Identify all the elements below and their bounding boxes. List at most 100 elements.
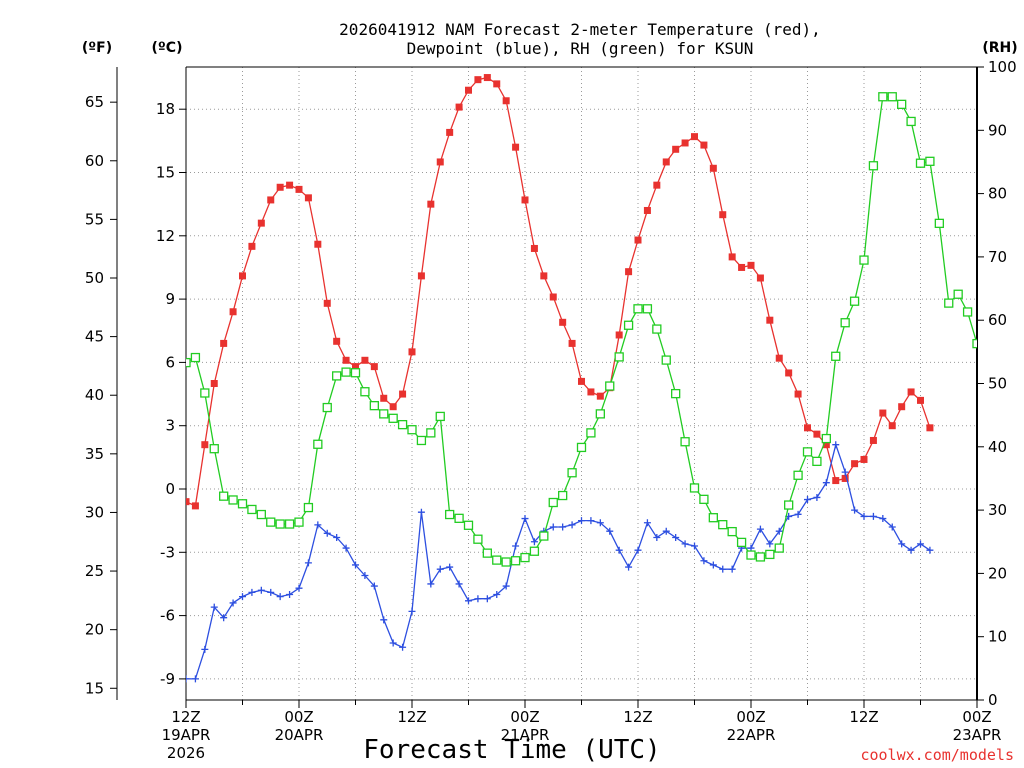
temperature-point (314, 240, 322, 248)
rh-point (219, 491, 229, 501)
dewpoint-point (587, 517, 595, 525)
temperature-point (832, 477, 840, 485)
rh-point (266, 517, 276, 527)
x-tick-label: 21APR (501, 726, 550, 744)
fahrenheit-tick-label: 55 (85, 210, 104, 228)
dewpoint-point (615, 546, 623, 554)
rh-point (520, 552, 530, 563)
dewpoint-point (361, 572, 369, 580)
dewpoint-point (625, 563, 633, 571)
dewpoint-point (596, 519, 604, 527)
temperature-point (186, 498, 190, 506)
dewpoint-point (408, 607, 416, 615)
temperature-point (851, 460, 859, 468)
dewpoint-point (465, 597, 472, 605)
dewpoint-point (700, 557, 708, 565)
rh-point (972, 338, 977, 349)
rh-point (237, 499, 248, 509)
temperature-point (201, 441, 209, 449)
temperature-point (860, 455, 868, 463)
temperature-point (286, 181, 294, 189)
temperature-point (474, 76, 482, 84)
rh-point (445, 509, 455, 520)
dewpoint-point (455, 580, 463, 588)
dewpoint-point (794, 510, 802, 518)
dewpoint-point (907, 546, 915, 554)
rh-point (186, 357, 191, 368)
x-tick-label: 12Z (171, 708, 200, 726)
temperature-point (841, 474, 849, 482)
dewpoint-point (446, 563, 454, 571)
fahrenheit-tick-label: 45 (85, 328, 104, 346)
rh-point (887, 92, 897, 102)
rh-point (294, 517, 304, 527)
dewpoint-point (267, 588, 275, 596)
dewpoint-point (427, 580, 435, 588)
rh-point (576, 442, 587, 453)
dewpoint-point (681, 540, 689, 548)
series-rh (186, 92, 977, 567)
dewpoint-point (869, 512, 877, 520)
celsius-tick-label: -3 (160, 543, 175, 561)
credit-text: coolwx.com/models (860, 746, 1014, 764)
temperature-point (756, 274, 764, 282)
x-tick-label: 00Z (284, 708, 313, 726)
rh-point (529, 546, 540, 556)
dewpoint-point (342, 544, 350, 552)
rh-point (190, 352, 201, 363)
dewpoint-point (775, 527, 783, 535)
rh-point (605, 381, 615, 391)
x-tick-label: 00Z (736, 708, 765, 726)
rh-point (595, 409, 605, 419)
temperature-point (653, 181, 661, 189)
rh-point (567, 468, 577, 478)
temperature-point (530, 244, 538, 252)
rh-point (736, 537, 747, 548)
celsius-tick-label: 18 (156, 100, 175, 118)
rh-point (727, 526, 737, 537)
rh-tick-label: 50 (988, 375, 1007, 393)
temperature-point (775, 354, 783, 362)
temperature-point (691, 133, 698, 141)
rh-point (388, 413, 398, 423)
series-dewpoint (186, 441, 934, 683)
dewpoint-point (352, 561, 359, 569)
x-tick-label: 12Z (849, 708, 878, 726)
rh-point (256, 509, 266, 520)
temperature-point (578, 377, 585, 385)
temperature-point (794, 390, 802, 398)
rh-point (849, 296, 860, 306)
fahrenheit-tick-label: 50 (85, 269, 104, 287)
celsius-tick-label: 6 (165, 353, 175, 371)
dewpoint-point (370, 582, 378, 590)
dewpoint-point (191, 675, 199, 683)
rh-point (821, 433, 831, 444)
fahrenheit-axis-unit: (ºF) (82, 40, 112, 56)
temperature-point (888, 422, 896, 430)
temperature-point (521, 196, 529, 204)
rh-point (350, 368, 361, 378)
rh-point (812, 456, 822, 467)
rh-point (435, 411, 445, 422)
temperature-point (587, 388, 595, 396)
celsius-tick-label: -9 (160, 670, 175, 688)
rh-tick-label: 80 (988, 185, 1007, 203)
rh-point (416, 435, 427, 446)
rh-point (925, 156, 935, 166)
temperature-line (186, 76, 931, 507)
dewpoint-point (851, 506, 859, 514)
rh-point (454, 513, 464, 523)
temperature-point (512, 143, 520, 151)
dewpoint-point (276, 593, 284, 601)
temperature-point (483, 74, 491, 82)
dewpoint-point (804, 496, 811, 504)
axis-ticks: 15 20 25 30 35 40 45 50 55 60 65 -9 -6 -3 0 3 6 9 12 15 18 0 1… (85, 58, 1017, 762)
rh-tick-label: 10 (988, 628, 1007, 646)
rh-point (623, 320, 634, 330)
rh-point (633, 304, 643, 314)
x-tick-label: 2026 (167, 744, 205, 762)
dewpoint-point (201, 645, 209, 653)
dewpoint-point (474, 595, 482, 603)
rh-point (689, 483, 700, 493)
